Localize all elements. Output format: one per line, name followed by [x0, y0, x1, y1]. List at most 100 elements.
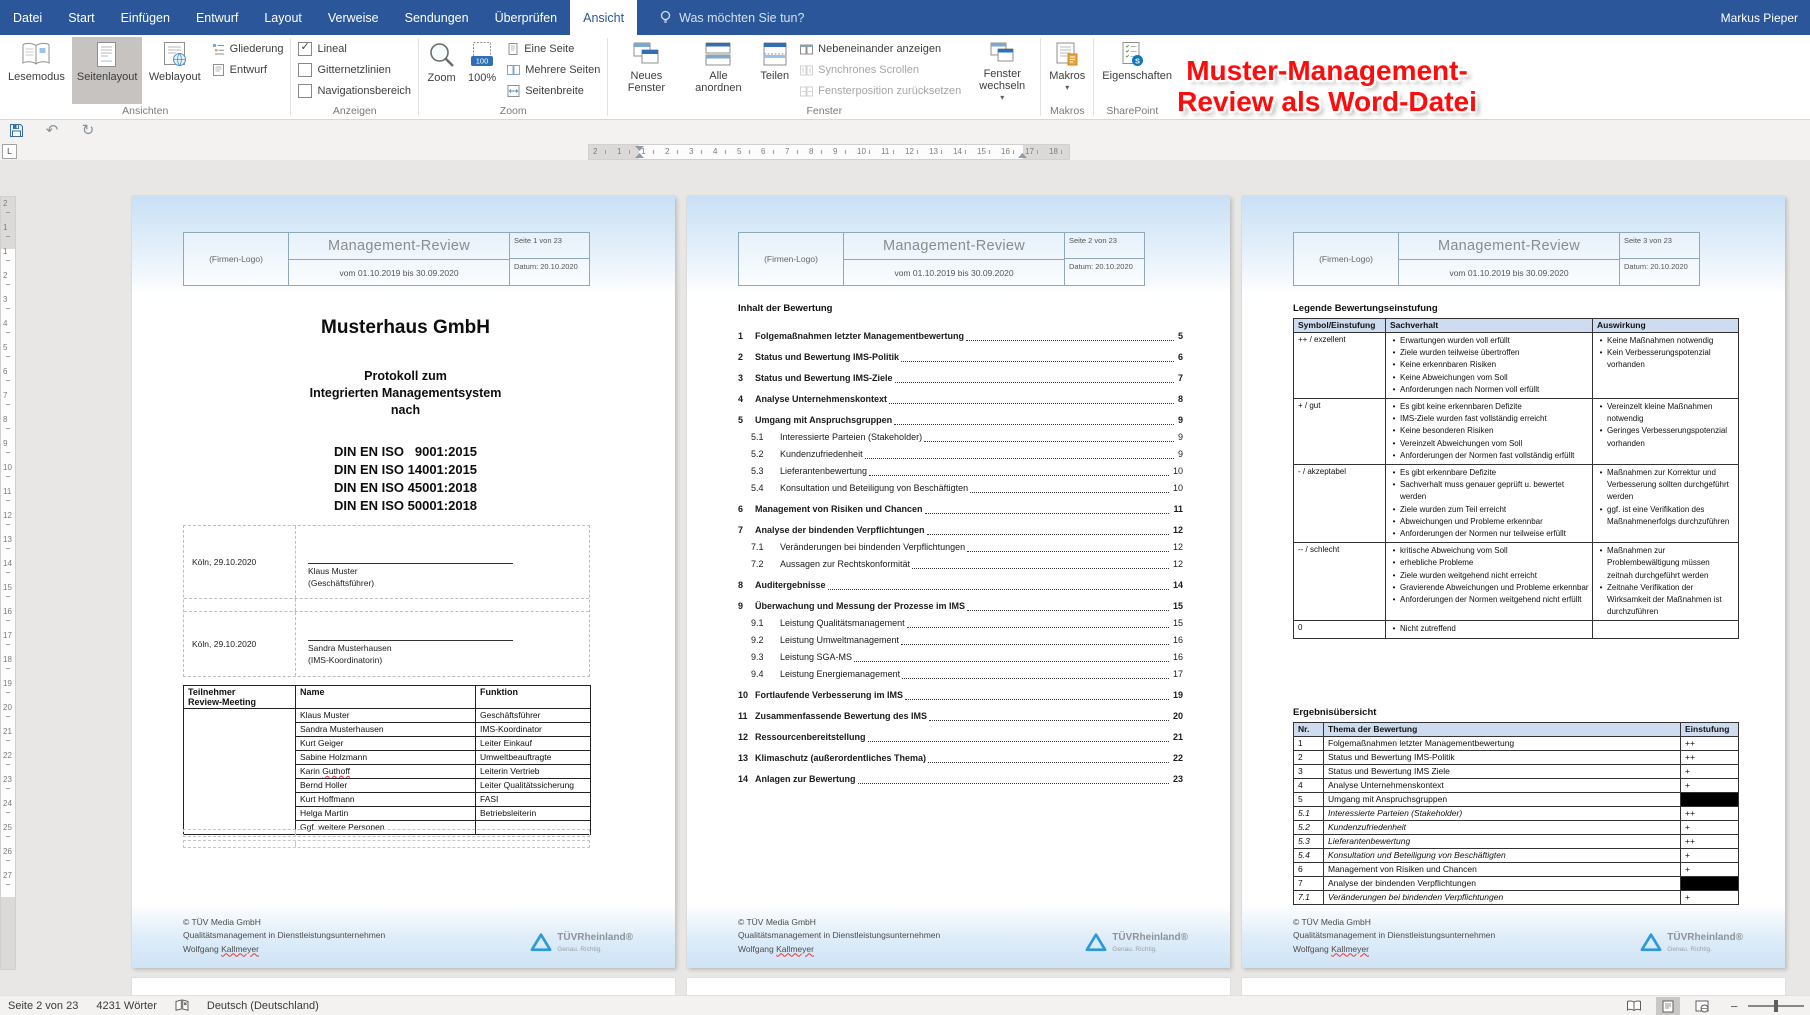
- neues-fenster-button[interactable]: Neues Fenster: [611, 37, 681, 104]
- web-layout-view-button[interactable]: [1690, 997, 1714, 1015]
- eine-seite-button[interactable]: Eine Seite: [507, 41, 600, 57]
- undo-button[interactable]: ↶: [42, 122, 62, 140]
- tab-entwurf[interactable]: Entwurf: [195, 10, 239, 25]
- lineal-checkbox[interactable]: Lineal: [298, 40, 411, 57]
- toc-entry[interactable]: 1 Folgemaßnahmen letzter Managementbewert…: [738, 331, 1183, 341]
- hanging-indent-marker[interactable]: [635, 153, 644, 158]
- toc-entry[interactable]: 7.2 Aussagen zur Rechtskonformität 12: [751, 559, 1183, 569]
- read-mode-icon: [22, 42, 50, 65]
- toc-entry[interactable]: 9.2 Leistung Umweltmanagement 16: [751, 635, 1183, 645]
- toc-entry[interactable]: 9.3 Leistung SGA-MS 16: [751, 652, 1183, 662]
- tell-me-search[interactable]: Was möchten Sie tun?: [659, 0, 804, 35]
- toc-entry[interactable]: 8 Auditergebnisse 14: [738, 580, 1183, 590]
- eigenschaften-button[interactable]: S Eigenschaften: [1097, 37, 1172, 104]
- tab-sendungen[interactable]: Sendungen: [404, 10, 469, 25]
- arrange-all-icon: [705, 42, 731, 66]
- toc-entry[interactable]: 9 Überwachung und Messung der Prozesse im…: [738, 601, 1183, 611]
- search-placeholder: Was möchten Sie tun?: [679, 10, 805, 25]
- company-logo-placeholder: (Firmen-Logo): [739, 233, 844, 285]
- participants-table: Teilnehmer Review-Meeting Name Funktion …: [183, 685, 591, 835]
- page-number-label: Seite 3 von 23: [1620, 233, 1699, 259]
- account-user[interactable]: Markus Pieper: [1720, 10, 1798, 25]
- gitternetzlinien-label: Gitternetzlinien: [317, 64, 391, 76]
- teilen-button[interactable]: Teilen: [755, 37, 794, 104]
- status-language[interactable]: Deutsch (Deutschland): [206, 1000, 319, 1012]
- tab-start[interactable]: Start: [68, 10, 95, 25]
- alle-anordnen-button[interactable]: Alle anordnen: [683, 37, 753, 104]
- redo-button[interactable]: ↻: [78, 122, 98, 140]
- toc-entry[interactable]: 7.1 Veränderungen bei bindenden Verpflich…: [751, 542, 1183, 552]
- mehrere-seiten-button[interactable]: Mehrere Seiten: [507, 62, 600, 78]
- toc-entry[interactable]: 6 Management von Risiken und Chancen 11: [738, 504, 1183, 514]
- legend-header-symbol: Symbol/Einstufung: [1293, 318, 1386, 333]
- toc-entry[interactable]: 2 Status und Bewertung IMS-Politik 6: [738, 352, 1183, 362]
- right-indent-marker[interactable]: [1018, 153, 1027, 158]
- tab-einfuegen[interactable]: Einfügen: [120, 10, 170, 25]
- toc-entry[interactable]: 11 Zusammenfassende Bewertung des IMS 20: [738, 711, 1183, 721]
- seitenbreite-button[interactable]: Seitenbreite: [507, 83, 600, 99]
- zoom-100-button[interactable]: 100 100%: [463, 37, 501, 104]
- ribbon-group-ansichten: Lesemodus Seitenlayout Weblayout Glieder…: [0, 35, 290, 119]
- gliederung-button[interactable]: Gliederung: [212, 41, 283, 57]
- proofing-errors-icon[interactable]: [175, 998, 189, 1014]
- toc-entry[interactable]: 3 Status und Bewertung IMS-Ziele 7: [738, 373, 1183, 383]
- toc-entry[interactable]: 14 Anlagen zur Bewertung 23: [738, 774, 1183, 784]
- horizontal-ruler[interactable]: 2 1 1 2 3 4 5 6 7 8 9 10 11 12 13 14 15 16 17 18: [588, 144, 1070, 160]
- navigationsbereich-checkbox[interactable]: Navigationsbereich: [298, 83, 411, 99]
- zoom-slider[interactable]: [1748, 1000, 1804, 1012]
- toc-entry[interactable]: 5.3 Lieferantenbewertung 10: [751, 466, 1183, 476]
- read-mode-view-button[interactable]: [1622, 997, 1646, 1015]
- doc-period: vom 01.10.2019 bis 30.09.2020: [1449, 267, 1569, 278]
- toc-entry[interactable]: 4 Analyse Unternehmenskontext 8: [738, 394, 1183, 404]
- svg-text:S: S: [1135, 56, 1140, 65]
- toc-entry[interactable]: 9.1 Leistung Qualitätsmanagement 15: [751, 618, 1183, 628]
- lesemodus-label: Lesemodus: [8, 71, 65, 83]
- tab-datei[interactable]: Datei: [13, 10, 43, 25]
- empty-table-row: [183, 829, 590, 837]
- toc-entry[interactable]: 9.4 Leistung Energiemanagement 17: [751, 669, 1183, 679]
- tab-verweise[interactable]: Verweise: [327, 10, 379, 25]
- toc-entry[interactable]: 10 Fortlaufende Verbesserung im IMS 19: [738, 690, 1183, 700]
- toc-entry[interactable]: 7 Analyse der bindenden Verpflichtungen 12: [738, 525, 1183, 535]
- doc-subtitle: Protokoll zum Integrierten Managementsys…: [183, 368, 628, 419]
- toc-entry[interactable]: 5.2 Kundenzufriedenheit 9: [751, 449, 1183, 459]
- vertical-ruler[interactable]: 2 1 1 2 3 4 5 6 7 8 9 10 11 12 13 14 15 16 17 18 19 20 21 22 23 2…: [0, 196, 16, 970]
- seitenlayout-button[interactable]: Seitenlayout: [71, 37, 142, 104]
- save-button[interactable]: [6, 122, 26, 140]
- tab-ueberpruefen[interactable]: Überprüfen: [494, 10, 558, 25]
- zoom-button[interactable]: Zoom: [422, 37, 461, 104]
- toc-entry[interactable]: 5 Umgang mit Anspruchsgruppen 9: [738, 415, 1183, 425]
- status-word-count[interactable]: 4231 Wörter: [96, 1000, 157, 1012]
- result-row: 7.1 Veränderungen bei bindenden Verpflich…: [1293, 890, 1739, 905]
- group-label-fenster: Fenster: [806, 105, 843, 117]
- group-label-anzeigen: Anzeigen: [332, 105, 377, 117]
- tab-stop-selector[interactable]: L: [2, 144, 17, 159]
- first-line-indent-marker[interactable]: [635, 146, 644, 151]
- group-label-sharepoint: SharePoint: [1106, 105, 1159, 117]
- status-page-indicator[interactable]: Seite 2 von 23: [8, 1000, 79, 1012]
- participant-row: Sabine Holzmann Umweltbeauftragte: [184, 750, 591, 765]
- norm-line: DIN EN ISO 14001:2015: [333, 462, 478, 477]
- zoom-slider-handle[interactable]: [1774, 1000, 1778, 1012]
- nebeneinander-anzeigen-button[interactable]: Nebeneinander anzeigen: [800, 41, 961, 57]
- tab-layout[interactable]: Layout: [264, 10, 302, 25]
- entwurf-button[interactable]: Entwurf: [212, 62, 284, 78]
- toc-entry[interactable]: 5.4 Konsultation und Beteiligung von Besc…: [751, 483, 1183, 493]
- ribbon-group-makros: Makros ▾ Makros: [1041, 35, 1093, 119]
- tuv-rheinland-logo: TÜVRheinland® Genau. Richtig.: [530, 932, 633, 957]
- tab-ansicht[interactable]: Ansicht: [570, 0, 638, 35]
- lesemodus-button[interactable]: Lesemodus: [3, 37, 70, 104]
- fenster-wechseln-button[interactable]: Fenster wechseln ▾: [967, 37, 1037, 104]
- toc-entry[interactable]: 5.1 Interessierte Parteien (Stakeholder) 9: [751, 432, 1183, 442]
- makros-button[interactable]: Makros ▾: [1044, 37, 1090, 104]
- results-header-einstufung: Einstufung: [1680, 722, 1739, 737]
- print-layout-view-button[interactable]: [1656, 997, 1681, 1015]
- page-footer-band: [132, 904, 675, 968]
- weblayout-button[interactable]: Weblayout: [144, 37, 206, 104]
- toc-entry[interactable]: 13 Klimaschutz (außerordentliches Thema) 2…: [738, 753, 1183, 763]
- participant-row: Ggf. weitere Personen: [184, 820, 591, 835]
- page-footer-band: [687, 904, 1230, 968]
- toc-entry[interactable]: 12 Ressourcenbereitstellung 21: [738, 732, 1183, 742]
- gitternetzlinien-checkbox[interactable]: Gitternetzlinien: [298, 62, 411, 78]
- zoom-out-button[interactable]: −: [1730, 998, 1738, 1014]
